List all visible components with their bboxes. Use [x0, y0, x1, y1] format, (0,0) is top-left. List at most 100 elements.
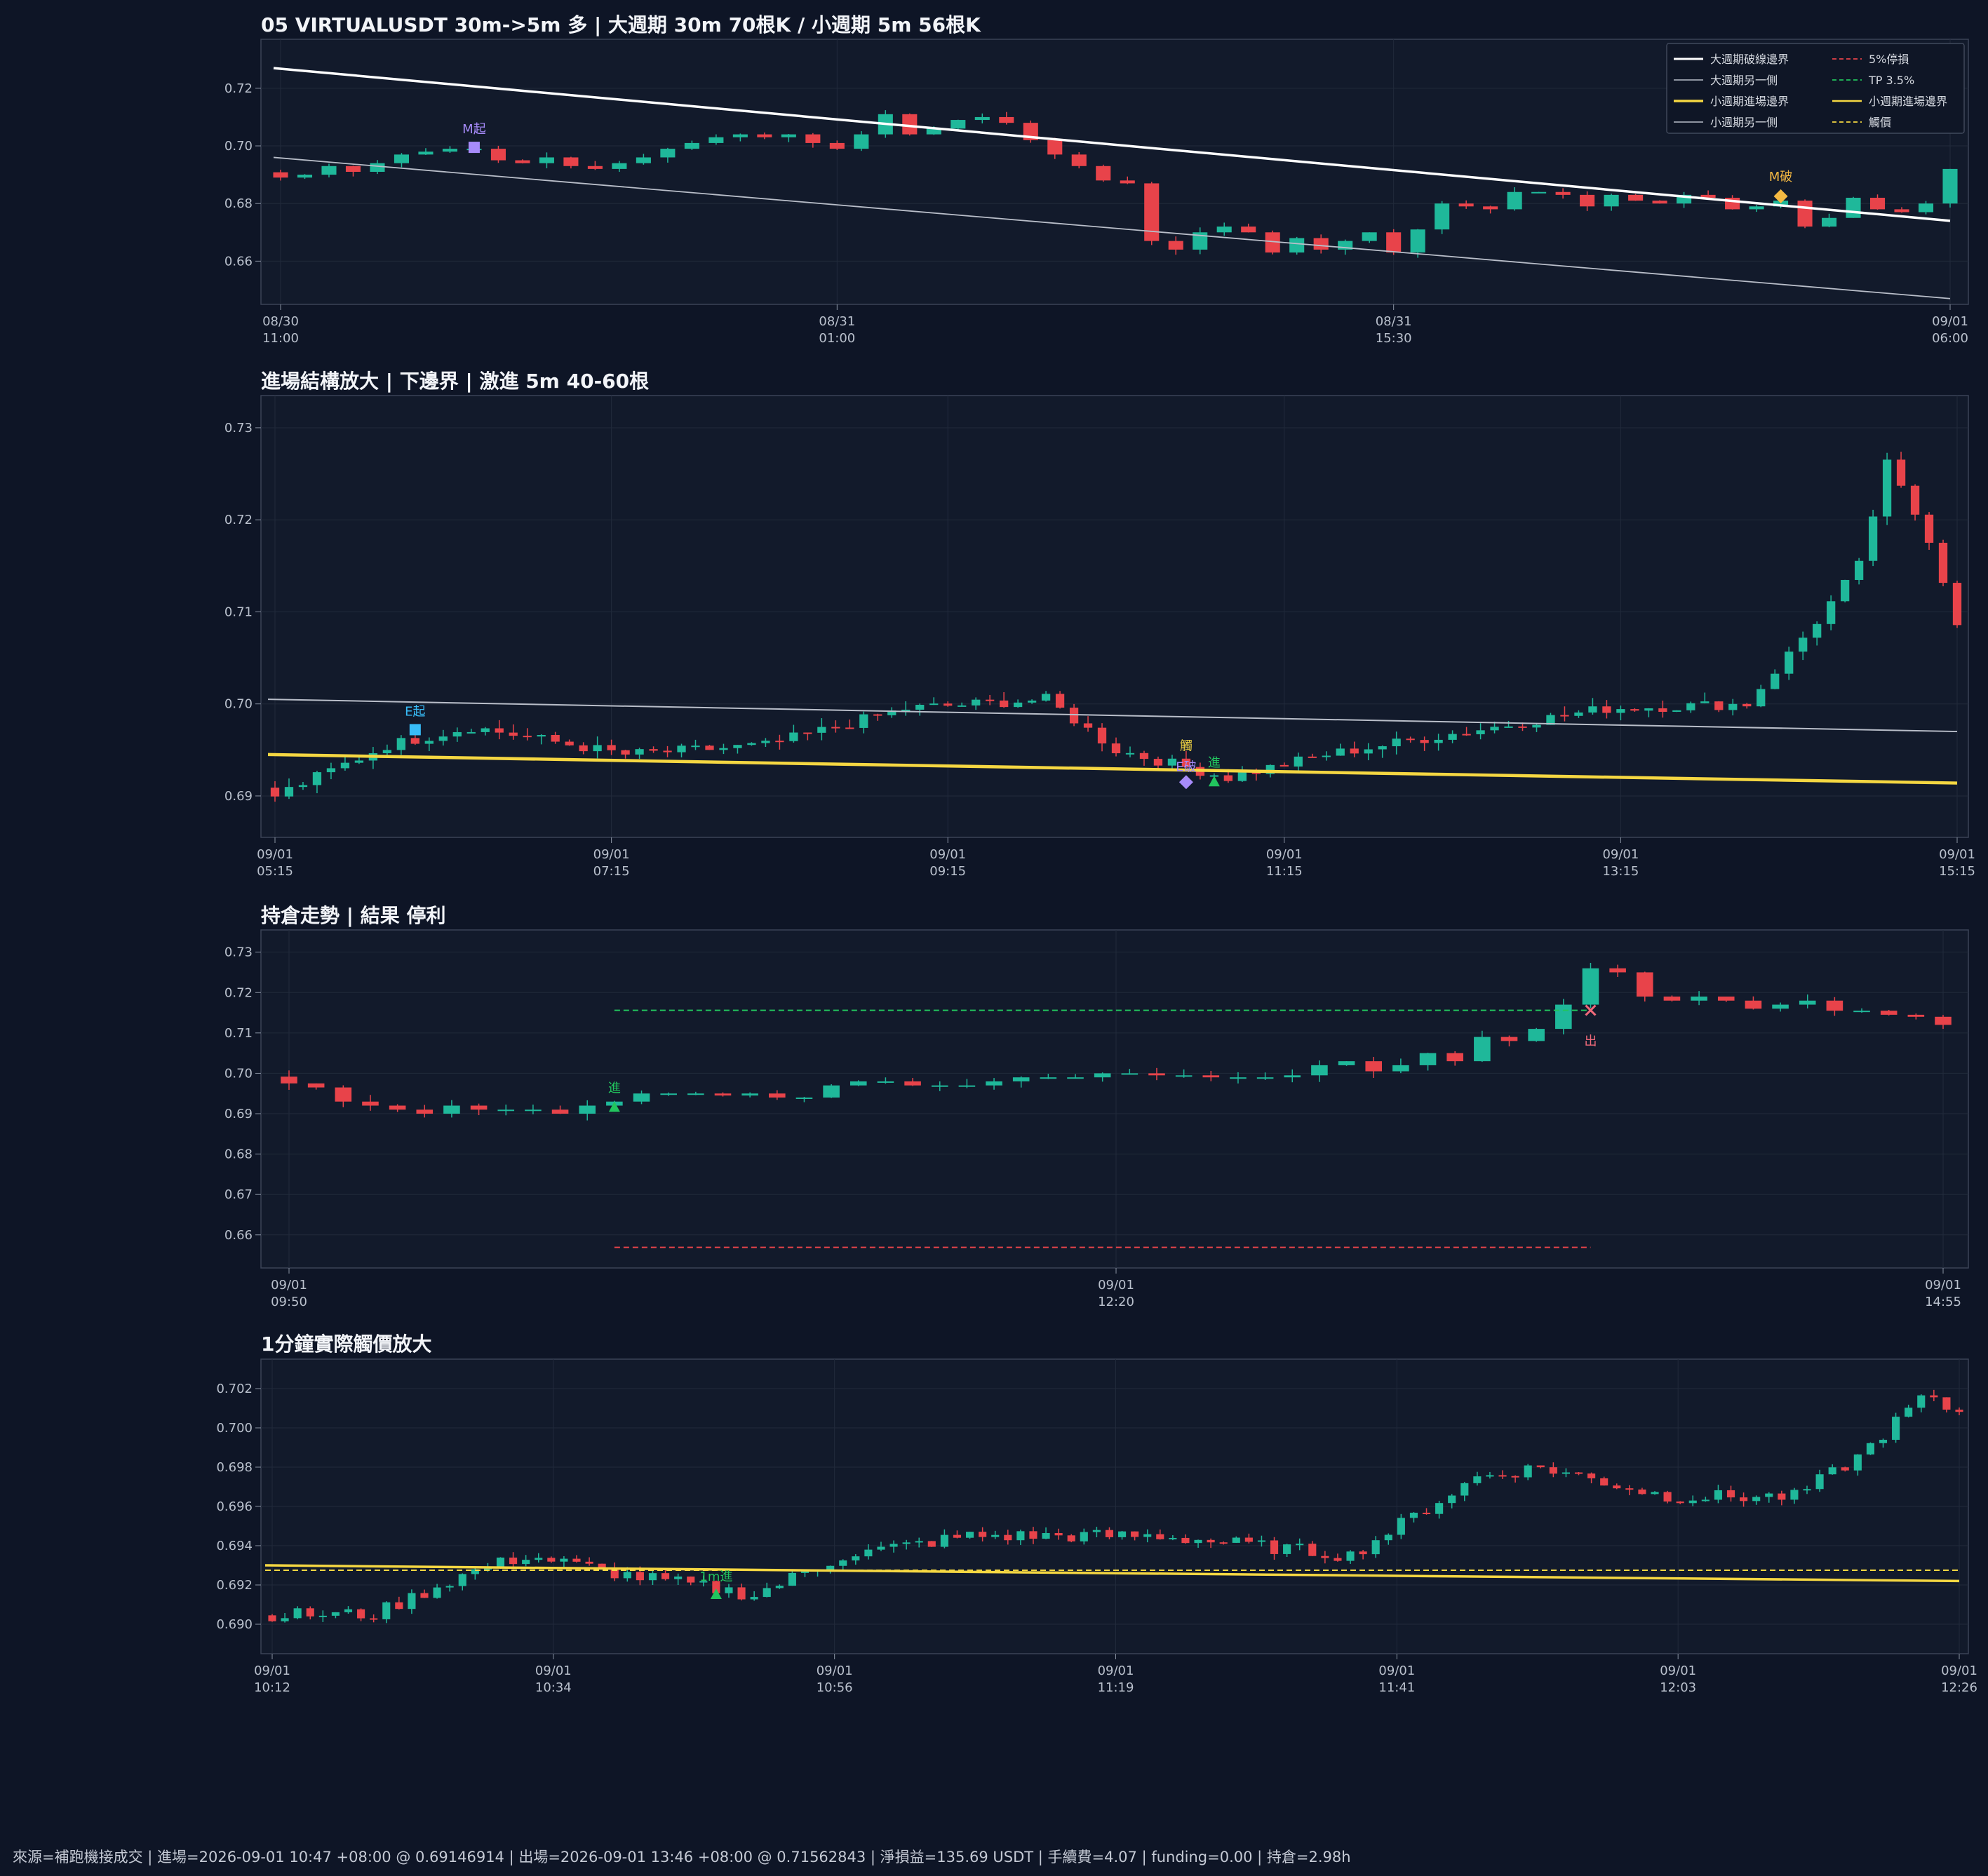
candle-body	[515, 160, 530, 163]
candle-body	[901, 709, 911, 711]
candle-body	[831, 727, 840, 729]
candle-body	[1131, 1531, 1139, 1537]
candle-body	[1256, 1077, 1274, 1079]
candle-body	[1117, 1531, 1127, 1537]
candle-body	[1435, 203, 1450, 230]
candle-body	[1688, 1500, 1697, 1504]
candle-body	[579, 1105, 596, 1114]
marker-label: 1m進	[699, 1570, 732, 1584]
candle-body	[986, 699, 995, 701]
candle-body	[663, 750, 672, 753]
candle-body	[344, 1609, 353, 1612]
x-tick-label: 09/01	[257, 847, 293, 862]
x-tick-label: 09/01	[593, 847, 630, 862]
candle-body	[1448, 734, 1457, 740]
candle-body	[877, 1081, 894, 1083]
candle-body	[1223, 775, 1233, 781]
candle-body	[1462, 734, 1471, 736]
candle-body	[1771, 673, 1780, 689]
candle-body	[270, 788, 280, 797]
candle-body	[1406, 738, 1415, 741]
candle-body	[1168, 241, 1183, 250]
candle-body	[1143, 1534, 1152, 1537]
candle-body	[1029, 1531, 1037, 1539]
candle-body	[396, 738, 405, 750]
y-tick-label: 0.68	[224, 196, 253, 211]
candle-body	[408, 1593, 416, 1610]
candle-body	[442, 149, 457, 152]
candle-body	[1880, 1011, 1898, 1015]
legend-label: 大週期另一側	[1710, 74, 1778, 87]
candle-body	[1047, 140, 1063, 155]
plot-frame	[260, 929, 1969, 1269]
candle-body	[708, 137, 724, 143]
candle-body	[951, 120, 966, 129]
candle-body	[974, 116, 990, 121]
y-tick-label: 0.72	[224, 81, 253, 96]
candle-body	[725, 1587, 733, 1593]
candle-body	[1518, 726, 1527, 728]
candle-body	[1071, 154, 1087, 166]
candle-body	[1803, 1489, 1811, 1491]
candle-body	[1588, 706, 1597, 713]
candle-body	[598, 1563, 606, 1568]
candle-body	[859, 714, 868, 728]
candle-body	[490, 149, 506, 161]
candle-body	[1797, 201, 1813, 227]
candle-body	[1609, 968, 1626, 973]
candle-body	[539, 157, 554, 163]
candle-body	[281, 1618, 289, 1621]
candle-body	[1714, 1490, 1722, 1500]
candle-body	[525, 1109, 542, 1112]
marker-label: 觸	[1180, 739, 1193, 754]
candle-body	[1532, 724, 1541, 728]
candle-body	[636, 1572, 644, 1581]
candle-body	[1483, 206, 1498, 210]
y-tick-label: 0.69	[224, 1107, 253, 1121]
candle-body	[1105, 1530, 1114, 1537]
candle-body	[1644, 708, 1653, 711]
candle-body	[458, 1574, 466, 1586]
x-tick-label: 06:00	[1932, 331, 1968, 346]
candle-body	[340, 762, 350, 769]
candle-body	[1504, 726, 1513, 728]
candle-body	[1194, 1539, 1202, 1544]
x-tick-label: 08/30	[262, 314, 299, 329]
y-tick-label: 0.72	[224, 985, 253, 1000]
candle-body	[999, 700, 1009, 708]
y-tick-label: 0.73	[224, 421, 253, 436]
candle-body	[649, 749, 658, 751]
candle-body	[1701, 1499, 1710, 1502]
candle-body	[1207, 1539, 1215, 1543]
x-tick-label: 12:03	[1660, 1680, 1696, 1695]
candle-body	[1524, 1465, 1532, 1478]
candle-body	[1935, 1016, 1952, 1025]
candle-body	[1531, 191, 1547, 194]
candle-body	[1446, 1053, 1463, 1062]
candle-body	[1896, 459, 1906, 486]
candle-body	[1894, 209, 1909, 212]
legend-label: TP 3.5%	[1868, 74, 1914, 87]
candle-body	[1473, 1476, 1482, 1483]
candle-body	[1490, 727, 1499, 731]
candle-body	[817, 727, 826, 733]
candle-body	[1054, 1532, 1063, 1536]
candle-body	[420, 1593, 429, 1598]
candle-body	[1773, 201, 1789, 207]
candle-body	[1555, 1004, 1572, 1030]
candle-body	[382, 750, 392, 753]
x-tick-label: 05:15	[257, 864, 293, 879]
candle-body	[1561, 1472, 1570, 1474]
candle-body	[1027, 700, 1037, 703]
candle-body	[438, 736, 448, 741]
x-tick-label: 09/01	[1941, 1664, 1977, 1678]
candle-body	[496, 1557, 505, 1569]
candle-body	[943, 703, 953, 706]
candle-body	[915, 704, 925, 710]
candle-body	[410, 738, 419, 744]
marker-label: E破	[1176, 760, 1196, 774]
candle-body	[1868, 516, 1878, 561]
candle-body	[1219, 1542, 1228, 1544]
legend-label: 小週期另一側	[1710, 116, 1778, 129]
candle-body	[416, 1109, 434, 1114]
